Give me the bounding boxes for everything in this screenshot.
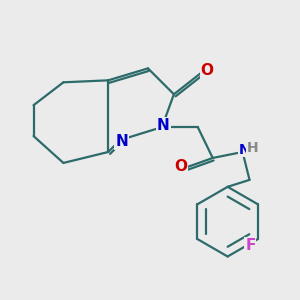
Text: N: N — [115, 134, 128, 149]
Text: H: H — [246, 141, 258, 155]
Text: N: N — [157, 118, 170, 133]
Text: N: N — [238, 142, 250, 157]
Text: O: O — [201, 63, 214, 78]
Text: O: O — [174, 159, 187, 174]
Text: F: F — [245, 238, 256, 253]
